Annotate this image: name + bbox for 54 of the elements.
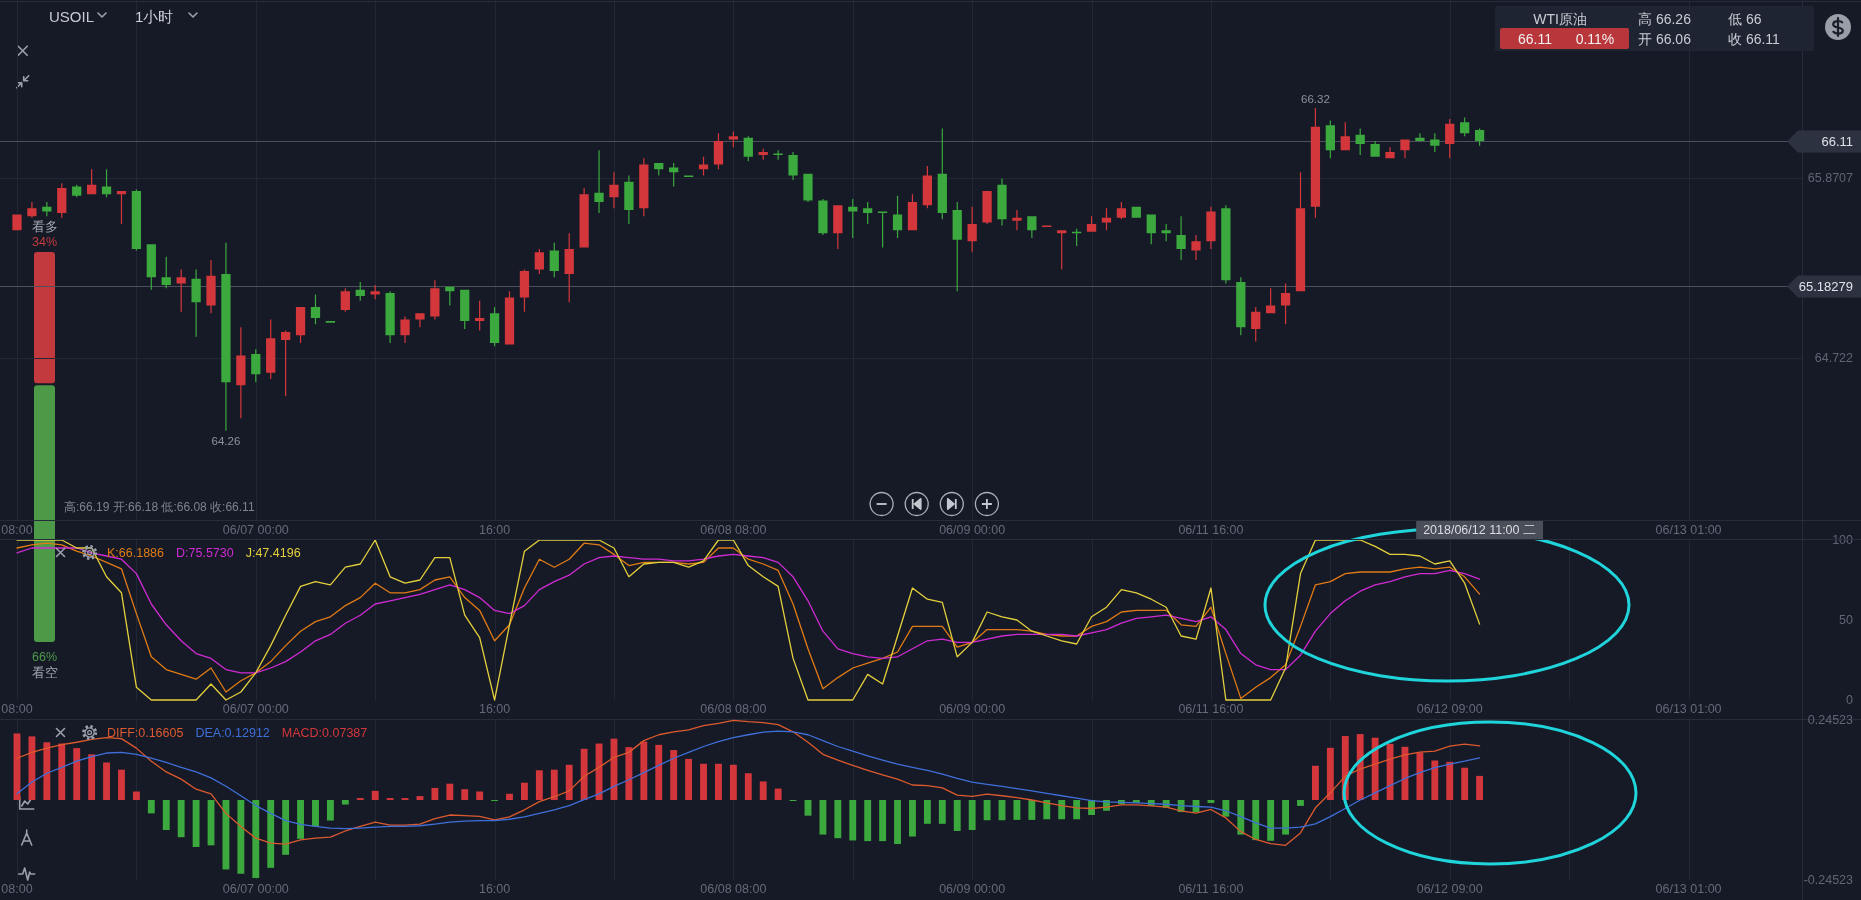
x-tick-label: 16:00 — [478, 523, 511, 537]
x-tick-label: 06/09 00:00 — [939, 882, 1006, 896]
x-tick-label: 06/11 16:00 — [1178, 523, 1244, 537]
x-tick-label: 16:00 — [478, 702, 511, 716]
series-label: 看多 — [31, 218, 58, 234]
x-tick-label: 06/07 00:00 — [222, 702, 289, 716]
y-tick-label: 0 — [1846, 693, 1854, 707]
y-tick-label: 64.722 — [1814, 351, 1854, 366]
annotation: 开 66.06 — [1638, 30, 1692, 47]
ref-line-label: 66.11 — [1821, 134, 1853, 149]
ref-line-label: 65.18279 — [1798, 279, 1853, 294]
y-tick-label: -0.24523 — [1803, 873, 1854, 887]
text: MACD:0.07387 — [281, 725, 368, 740]
series-label: DIFF:0.16605 — [107, 725, 184, 740]
x-tick-label: 06/08 08:00 — [700, 702, 767, 716]
x-tick-label: 06/12 09:00 — [1416, 702, 1483, 716]
annotation: 收 66.11 — [1728, 30, 1781, 47]
annotation: 高:66.19 开:66.18 低:66.08 收:66.11 — [64, 500, 255, 514]
text: 1小时 — [135, 7, 174, 25]
x-tick-label: 06/07 00:00 — [222, 523, 289, 537]
annotation: 64.26 — [211, 434, 241, 447]
annotation: 高 66.26 — [1638, 10, 1692, 27]
series-label: K:66.1886 — [107, 545, 165, 560]
x-tick-label: 16:00 — [478, 882, 511, 896]
annotation: WTI原油 — [1533, 10, 1587, 27]
text: D:75.5730 — [176, 545, 234, 560]
text: DEA:0.12912 — [195, 725, 270, 740]
text: J:47.4196 — [245, 545, 301, 560]
x-tick-label: 08:00 — [1, 882, 33, 896]
x-tick-label: 06/13 01:00 — [1655, 882, 1722, 896]
x-tick-label: 06/09 00:00 — [939, 702, 1006, 716]
x-tick-label: 06/08 08:00 — [700, 523, 767, 537]
x-tick-label: 06/11 16:00 — [1178, 882, 1244, 896]
annotation: 66.11 — [1518, 30, 1553, 47]
x-tick-label: 08:00 — [1, 702, 33, 716]
series-label: 看空 — [31, 664, 58, 680]
annotation: 0.11% — [1575, 30, 1615, 47]
x-tick-label: 06/11 16:00 — [1178, 702, 1244, 716]
x-tick-label: 06/07 00:00 — [222, 882, 289, 896]
y-tick-label: 50 — [1839, 613, 1854, 627]
data-label: 66% — [31, 650, 58, 664]
text: USOIL — [49, 7, 95, 25]
crosshair-label: 2018/06/12 11:00 二 — [1416, 521, 1544, 539]
x-tick-label: 06/08 08:00 — [700, 882, 767, 896]
x-tick-label: 06/13 01:00 — [1655, 702, 1722, 716]
y-tick-label: 0.24523 — [1807, 713, 1854, 727]
x-tick-label: 06/12 09:00 — [1416, 882, 1483, 896]
y-tick-label: 65.8707 — [1807, 171, 1854, 186]
x-tick-label: 06/09 00:00 — [939, 523, 1006, 537]
annotation: 66.32 — [1301, 93, 1330, 106]
annotation: 低 66 — [1728, 10, 1762, 27]
x-tick-label: 06/13 01:00 — [1655, 523, 1722, 537]
data-label: 34% — [31, 235, 58, 249]
x-tick-label: 08:00 — [1, 523, 33, 537]
